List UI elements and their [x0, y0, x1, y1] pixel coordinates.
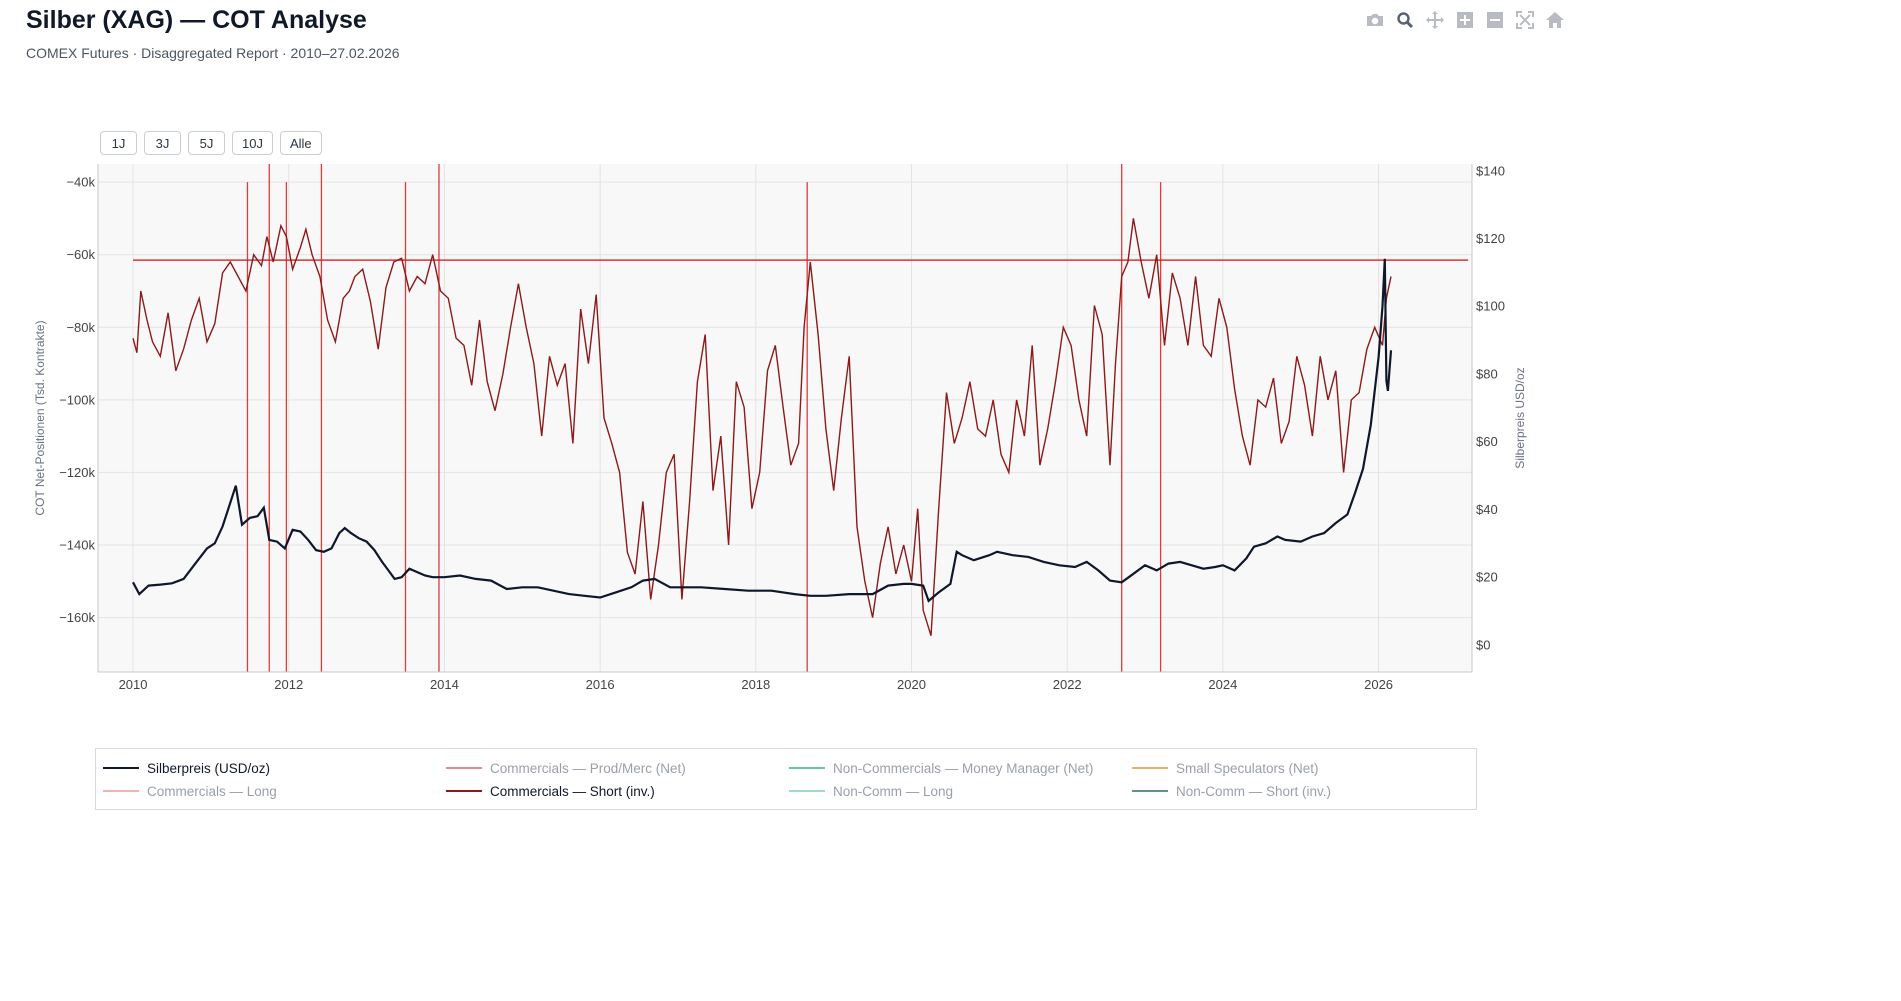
x-tick-label: 2016 [586, 677, 615, 692]
zoom-in-icon[interactable] [1452, 8, 1478, 32]
x-tick-label: 2020 [897, 677, 926, 692]
y-tick-label: −80k [66, 320, 95, 335]
legend-label: Commercials — Prod/Merc (Net) [490, 760, 686, 776]
x-tick-label: 2010 [119, 677, 148, 692]
autoscale-icon[interactable] [1512, 8, 1538, 32]
x-axis-ticks: 2010 2012 2014 2016 2018 2020 2022 2024 2026 [119, 677, 1393, 692]
x-tick-label: 2018 [741, 677, 770, 692]
legend-swatch [789, 767, 825, 769]
legend-label: Commercials — Long [147, 783, 277, 799]
y-tick-label: −160k [59, 610, 95, 625]
legend-swatch [1132, 767, 1168, 769]
y-axis-title: COT Net-Positionen (Tsd. Kontrakte) [33, 320, 47, 515]
legend-swatch [446, 767, 482, 769]
zoom-icon[interactable] [1392, 8, 1418, 32]
page-title: Silber (XAG) — COT Analyse [26, 6, 367, 34]
page-subtitle: COMEX Futures · Disaggregated Report · 2… [26, 45, 400, 61]
x-tick-label: 2024 [1208, 677, 1237, 692]
legend-item-noncomm-long[interactable]: Non-Comm — Long [789, 781, 953, 801]
y2-tick-label: $80 [1476, 366, 1498, 381]
range-5y-button[interactable]: 5J [188, 131, 225, 155]
zoom-out-icon[interactable] [1482, 8, 1508, 32]
legend-swatch [446, 790, 482, 792]
legend-item-silver-price[interactable]: Silberpreis (USD/oz) [103, 758, 270, 778]
y-tick-label: −40k [66, 175, 95, 190]
chart-legend: Silberpreis (USD/oz) Commercials — Prod/… [95, 748, 1477, 810]
range-3y-button[interactable]: 3J [144, 131, 181, 155]
legend-label: Commercials — Short (inv.) [490, 783, 655, 799]
range-10y-button[interactable]: 10J [232, 131, 273, 155]
x-tick-label: 2022 [1053, 677, 1082, 692]
legend-label: Silberpreis (USD/oz) [147, 760, 271, 776]
y2-axis-ticks: $140 $120 $100 $80 $60 $40 $20 $0 [1476, 163, 1505, 652]
pan-icon[interactable] [1422, 8, 1448, 32]
legend-item-commercials-short[interactable]: Commercials — Short (inv.) [446, 781, 655, 801]
legend-swatch [103, 767, 139, 769]
y2-tick-label: $140 [1476, 163, 1505, 178]
legend-label: Small Speculators (Net) [1176, 760, 1319, 776]
y-tick-label: −100k [59, 392, 95, 407]
x-tick-label: 2026 [1364, 677, 1393, 692]
y-tick-label: −140k [59, 538, 95, 553]
y2-tick-label: $40 [1476, 502, 1498, 517]
y2-tick-label: $0 [1476, 637, 1490, 652]
chart-toolbar [1362, 8, 1568, 32]
y2-tick-label: $60 [1476, 434, 1498, 449]
y-axis-ticks: −40k −60k −80k −100k −120k −140k −160k [59, 175, 95, 625]
cot-chart[interactable]: −40k −60k −80k −100k −120k −140k −160k $140 $12… [0, 0, 1568, 720]
home-icon[interactable] [1542, 8, 1568, 32]
legend-label: Non-Commercials — Money Manager (Net) [833, 760, 1094, 776]
x-tick-label: 2012 [274, 677, 303, 692]
y2-tick-label: $100 [1476, 299, 1505, 314]
legend-item-noncomm-short[interactable]: Non-Comm — Short (inv.) [1132, 781, 1331, 801]
legend-item-money-manager[interactable]: Non-Commercials — Money Manager (Net) [789, 758, 1093, 778]
legend-label: Non-Comm — Short (inv.) [1176, 783, 1332, 799]
y2-tick-label: $120 [1476, 231, 1505, 246]
legend-swatch [789, 790, 825, 792]
legend-item-commercials-net[interactable]: Commercials — Prod/Merc (Net) [446, 758, 686, 778]
legend-item-commercials-long[interactable]: Commercials — Long [103, 781, 277, 801]
y2-tick-label: $20 [1476, 570, 1498, 585]
series-commercials-short-line [132, 218, 1392, 636]
range-all-button[interactable]: Alle [279, 131, 322, 155]
legend-item-small-specs[interactable]: Small Speculators (Net) [1132, 758, 1319, 778]
legend-label: Non-Comm — Long [833, 783, 954, 799]
series-silver-price-line [132, 258, 1393, 603]
range-selector: 1J 3J 5J 10J Alle [100, 131, 322, 155]
legend-swatch [1132, 790, 1168, 792]
x-tick-label: 2014 [430, 677, 459, 692]
y-tick-label: −120k [59, 465, 95, 480]
y-tick-label: −60k [66, 247, 95, 262]
y2-axis-title: Silberpreis USD/oz [1513, 367, 1527, 468]
grid-lines [98, 164, 1472, 672]
legend-swatch [103, 790, 139, 792]
range-1y-button[interactable]: 1J [100, 131, 137, 155]
camera-icon[interactable] [1362, 8, 1388, 32]
